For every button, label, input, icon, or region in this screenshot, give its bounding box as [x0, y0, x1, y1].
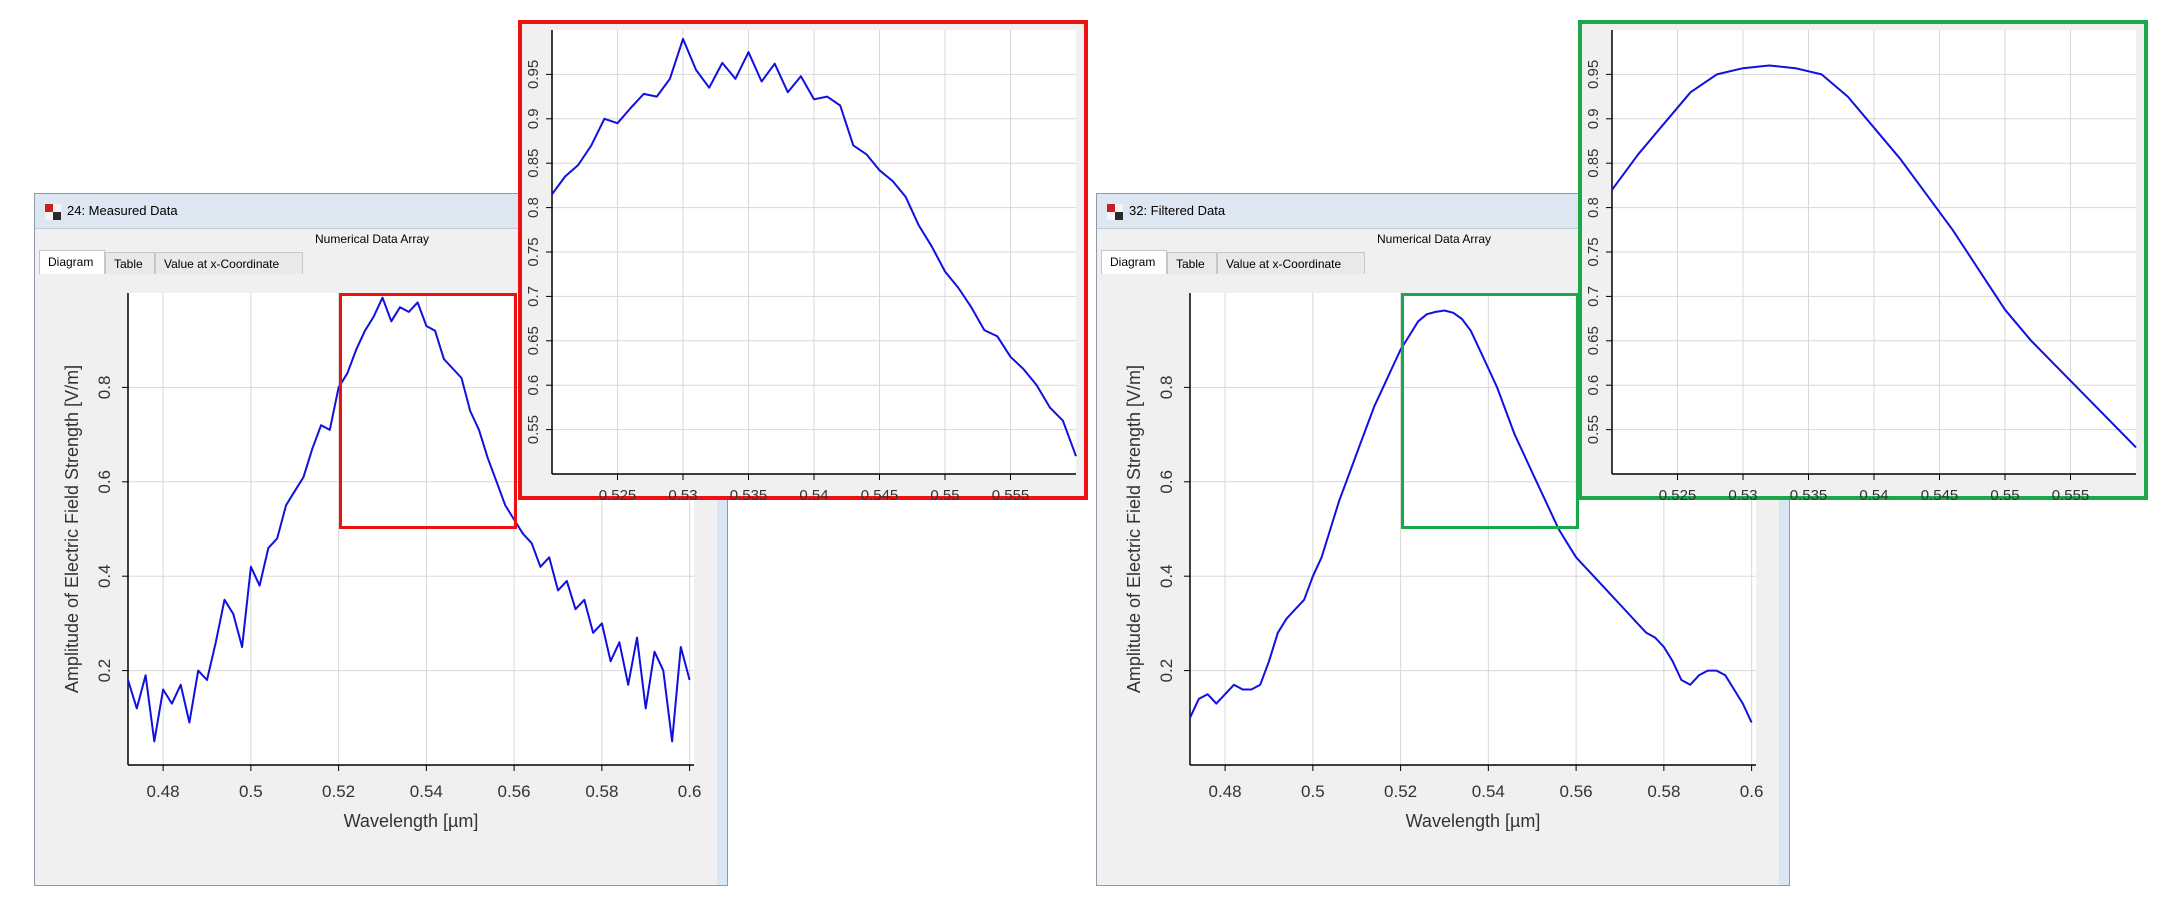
- window-title: 32: Filtered Data: [1129, 203, 1226, 218]
- x-tick-label: 0.555: [2052, 487, 2090, 504]
- x-tick-label: 0.55: [1990, 487, 2019, 504]
- y-tick-label: 0.85: [1585, 149, 1602, 178]
- tab-diagram[interactable]: Diagram: [1101, 250, 1167, 274]
- x-tick-label: 0.53: [668, 487, 697, 504]
- y-tick-label: 0.8: [1157, 376, 1176, 400]
- x-tick-label: 0.6: [1740, 782, 1764, 801]
- measured-zoom-region: [339, 293, 517, 529]
- y-axis-label: Amplitude of Electric Field Strength [V/…: [1124, 365, 1144, 693]
- document-type-label: Numerical Data Array: [1377, 232, 1492, 246]
- y-tick-label: 0.55: [1585, 415, 1602, 444]
- tab-table[interactable]: Table: [1167, 252, 1217, 274]
- x-tick-label: 0.56: [1560, 782, 1593, 801]
- subtitle-bar: Numerical Data Array: [1097, 228, 1789, 250]
- x-tick-label: 0.535: [730, 487, 768, 504]
- y-tick-label: 0.8: [525, 197, 542, 218]
- y-tick-label: 0.9: [1585, 108, 1602, 129]
- y-tick-label: 0.65: [525, 326, 542, 355]
- tab-table[interactable]: Table: [105, 252, 155, 274]
- x-tick-label: 0.54: [1859, 487, 1888, 504]
- filtered-zoom-plot: 0.525 0.53 0.535 0.54 0.545 0.55 0.555 0.55 0.6 0…: [1585, 30, 2137, 504]
- x-tick-label: 0.6: [678, 782, 702, 801]
- x-tick-label: 0.545: [861, 487, 899, 504]
- x-tick-label: 0.48: [1209, 782, 1242, 801]
- x-tick-label: 0.48: [147, 782, 180, 801]
- window-title: 24: Measured Data: [67, 203, 178, 218]
- y-tick-label: 0.6: [525, 375, 542, 396]
- data-series-line: [127, 296, 691, 743]
- x-tick-label: 0.525: [1659, 487, 1697, 504]
- y-tick-label: 0.7: [525, 286, 542, 307]
- document-type-label: Numerical Data Array: [315, 232, 430, 246]
- y-tick-label: 0.6: [1157, 470, 1176, 494]
- data-series-line: [1611, 64, 2137, 449]
- tab-value-at-x[interactable]: Value at x-Coordinate: [1217, 252, 1365, 274]
- y-axis-label: Amplitude of Electric Field Strength [V/…: [62, 365, 82, 693]
- y-tick-label: 0.4: [1157, 564, 1176, 588]
- y-tick-label: 0.9: [525, 108, 542, 129]
- y-tick-label: 0.6: [1585, 375, 1602, 396]
- x-tick-label: 0.53: [1728, 487, 1757, 504]
- y-tick-label: 0.8: [95, 376, 114, 400]
- y-tick-label: 0.6: [95, 470, 114, 494]
- y-tick-label: 0.65: [1585, 326, 1602, 355]
- data-series-line: [1189, 309, 1753, 723]
- x-axis-label: Wavelength [µm]: [1406, 811, 1541, 831]
- x-tick-label: 0.555: [992, 487, 1030, 504]
- x-tick-label: 0.54: [410, 782, 443, 801]
- x-tick-label: 0.54: [1472, 782, 1505, 801]
- x-tick-label: 0.56: [498, 782, 531, 801]
- x-tick-label: 0.52: [1384, 782, 1417, 801]
- data-series-line: [551, 37, 1077, 457]
- y-tick-label: 0.75: [1585, 237, 1602, 266]
- y-tick-label: 0.95: [525, 60, 542, 89]
- x-tick-label: 0.52: [322, 782, 355, 801]
- y-tick-label: 0.4: [95, 564, 114, 588]
- x-tick-label: 0.535: [1790, 487, 1828, 504]
- x-tick-label: 0.58: [585, 782, 618, 801]
- x-tick-label: 0.525: [599, 487, 637, 504]
- app-grid-icon: [45, 204, 61, 220]
- x-tick-label: 0.55: [930, 487, 959, 504]
- window-border-scroll[interactable]: [1779, 228, 1789, 885]
- x-tick-label: 0.545: [1921, 487, 1959, 504]
- subtitle-bar: Numerical Data Array: [35, 228, 727, 250]
- measured-zoom-plot: 0.525 0.53 0.535 0.54 0.545 0.55 0.555 0.55 0.6 0…: [525, 30, 1077, 504]
- x-tick-label: 0.5: [239, 782, 263, 801]
- tab-value-at-x[interactable]: Value at x-Coordinate: [155, 252, 303, 274]
- y-tick-label: 0.75: [525, 237, 542, 266]
- y-tick-label: 0.2: [1157, 659, 1176, 683]
- tab-diagram[interactable]: Diagram: [39, 250, 105, 274]
- app-grid-icon: [1107, 204, 1123, 220]
- y-tick-label: 0.95: [1585, 60, 1602, 89]
- y-tick-label: 0.8: [1585, 197, 1602, 218]
- x-axis-label: Wavelength [µm]: [344, 811, 479, 831]
- x-tick-label: 0.5: [1301, 782, 1325, 801]
- x-tick-label: 0.54: [799, 487, 828, 504]
- y-tick-label: 0.55: [525, 415, 542, 444]
- filtered-zoom-region: [1401, 293, 1579, 529]
- y-tick-label: 0.85: [525, 149, 542, 178]
- window-border-scroll[interactable]: [717, 228, 727, 885]
- y-tick-label: 0.7: [1585, 286, 1602, 307]
- y-tick-label: 0.2: [95, 659, 114, 683]
- x-tick-label: 0.58: [1647, 782, 1680, 801]
